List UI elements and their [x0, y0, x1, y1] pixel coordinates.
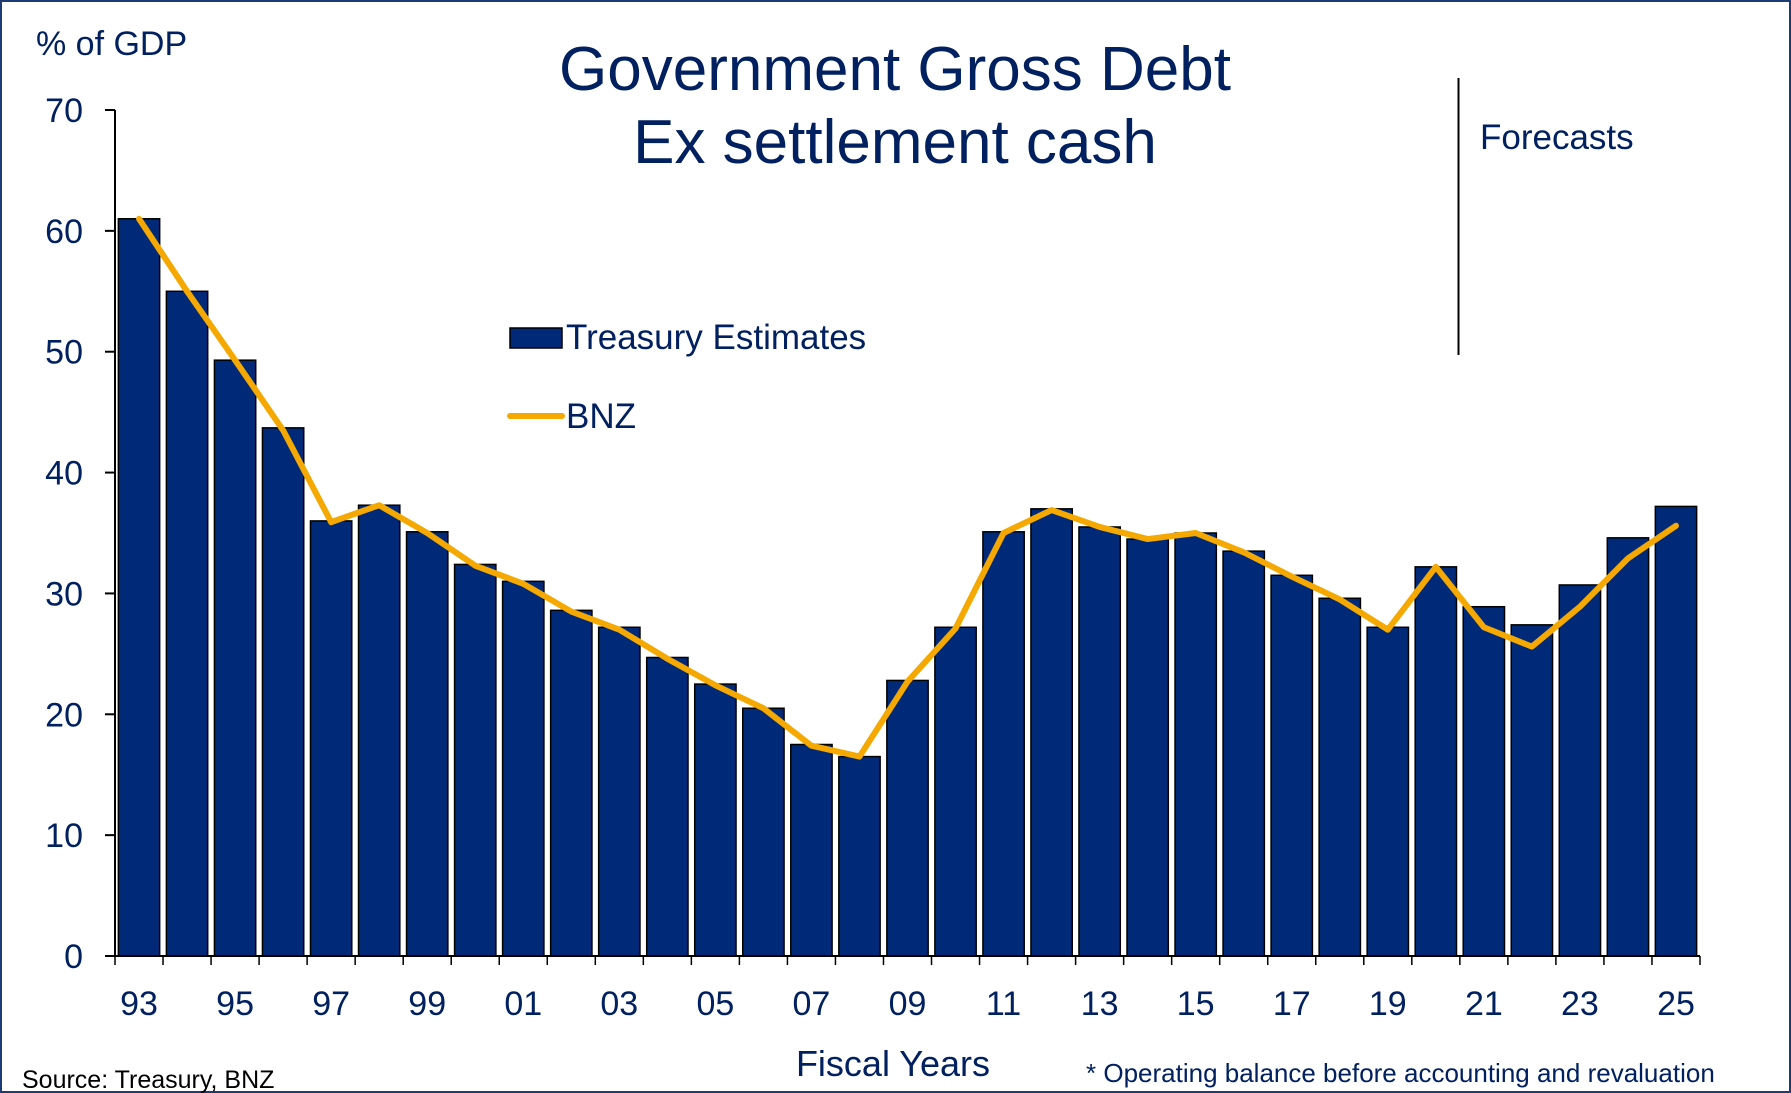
bar-24: [1606, 537, 1650, 957]
legend-label-bnz: BNZ: [566, 397, 636, 436]
bar-96: [261, 427, 305, 957]
bar-07: [790, 743, 833, 957]
bar-25: [1654, 505, 1698, 957]
x-tick-label-07: 07: [793, 985, 831, 1023]
bar-20: [1414, 566, 1458, 957]
y-tick-label-0: 0: [64, 938, 83, 976]
bar-10: [934, 626, 977, 957]
bar-00: [453, 563, 497, 957]
bar-15: [1174, 532, 1218, 957]
y-tick-label-70: 70: [45, 92, 83, 130]
x-tick-label-11: 11: [986, 985, 1021, 1023]
x-tick-label-95: 95: [216, 985, 254, 1023]
bar-19: [1366, 626, 1410, 957]
bar-11: [982, 531, 1025, 957]
chart-subtitle: Ex settlement cash: [633, 108, 1157, 177]
x-tick-label-23: 23: [1561, 985, 1599, 1023]
y-tick-label-20: 20: [45, 696, 83, 734]
y-tick-label-50: 50: [45, 334, 83, 372]
x-tick-label-03: 03: [600, 985, 638, 1023]
y-tick-label-30: 30: [45, 575, 83, 613]
x-axis-label: Fiscal Years: [796, 1043, 990, 1084]
bar-23: [1558, 584, 1602, 957]
bar-06: [742, 707, 785, 957]
x-tick-label-21: 21: [1465, 985, 1503, 1023]
footnote: * Operating balance before accounting an…: [1086, 1058, 1715, 1088]
x-tick-label-13: 13: [1081, 985, 1119, 1023]
forecast-label: Forecasts: [1480, 118, 1634, 157]
x-tick-label-93: 93: [120, 985, 158, 1023]
bar-17: [1270, 574, 1314, 957]
x-tick-label-25: 25: [1657, 985, 1695, 1023]
y-axis-unit-label: % of GDP: [36, 25, 187, 63]
legend-swatch-treasury: [509, 327, 563, 349]
x-tick-label-15: 15: [1177, 985, 1215, 1023]
bar-05: [693, 683, 737, 957]
bar-08: [838, 755, 881, 957]
bar-97: [309, 520, 353, 957]
x-tick-label-99: 99: [408, 985, 446, 1023]
bar-03: [597, 626, 641, 957]
y-tick-label-40: 40: [45, 455, 83, 493]
bar-95: [213, 359, 257, 957]
chart-title: Government Gross Debt: [559, 35, 1231, 104]
bar-01: [501, 580, 545, 957]
y-tick-label-60: 60: [45, 213, 83, 251]
bar-22: [1510, 624, 1554, 957]
bar-09: [886, 679, 929, 957]
bar-14: [1126, 538, 1170, 957]
bar-99: [405, 531, 449, 957]
bar-13: [1078, 526, 1122, 957]
x-tick-label-09: 09: [889, 985, 927, 1023]
source-note: Source: Treasury, BNZ: [22, 1066, 274, 1093]
legend-label-treasury: Treasury Estimates: [566, 318, 866, 357]
x-tick-label-05: 05: [696, 985, 734, 1023]
bar-12: [1030, 508, 1073, 957]
y-tick-label-10: 10: [45, 817, 83, 855]
x-tick-label-19: 19: [1369, 985, 1407, 1023]
x-tick-label-01: 01: [504, 985, 542, 1023]
bar-18: [1318, 597, 1362, 957]
bar-21: [1462, 605, 1506, 957]
x-tick-label-97: 97: [312, 985, 350, 1023]
bar-16: [1222, 550, 1266, 957]
x-tick-label-17: 17: [1273, 985, 1311, 1023]
bar-93: [117, 218, 161, 957]
bar-04: [645, 656, 689, 957]
bar-94: [165, 290, 209, 957]
bar-98: [357, 504, 401, 957]
bar-02: [549, 609, 593, 957]
